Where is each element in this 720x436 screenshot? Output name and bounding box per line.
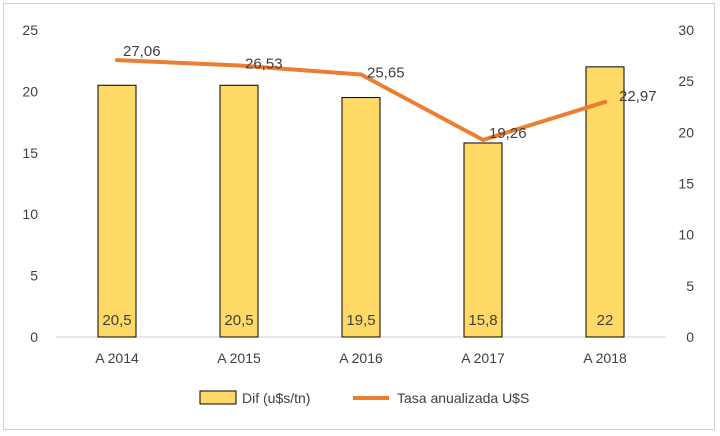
legend-swatch-dif (199, 390, 237, 405)
y-right-tick-label: 30 (678, 22, 694, 38)
chart-frame: 0 5 10 15 20 25 0 5 10 15 20 25 30 A 2014 A 2015 A 2016… (3, 3, 715, 430)
y-right-tick-label: 10 (678, 227, 694, 243)
x-tick-label: A 2017 (461, 350, 505, 366)
bar (585, 66, 625, 338)
legend-label-dif: Dif (u$s/tn) (242, 390, 310, 406)
y-left-tick-label: 15 (22, 145, 38, 161)
y-left-tick-label: 20 (22, 83, 38, 99)
y-left-tick-label: 10 (22, 206, 38, 222)
y-right-tick-label: 15 (678, 176, 694, 192)
y-right-tick-label: 0 (686, 329, 694, 345)
bar (341, 97, 381, 338)
x-tick-label: A 2015 (217, 350, 261, 366)
line-point (359, 72, 363, 77)
x-tick-label: A 2016 (339, 350, 383, 366)
line-point (603, 99, 607, 104)
y-left-tick-label: 5 (30, 268, 38, 284)
line-data-label: 19,26 (489, 125, 527, 142)
line-point (115, 58, 119, 63)
x-tick-label: A 2014 (95, 350, 139, 366)
bar-data-label: 22 (597, 312, 614, 329)
combo-chart: 0 5 10 15 20 25 0 5 10 15 20 25 30 A 2014 A 2015 A 2016… (22, 22, 694, 406)
bar-data-label: 19,5 (346, 312, 375, 329)
line-data-label: 25,65 (367, 65, 405, 82)
legend-label-tasa: Tasa anualizada U$S (397, 390, 529, 406)
bar (463, 142, 503, 338)
axes-layer: 0 5 10 15 20 25 0 5 10 15 20 25 30 A 2014 A 2015 A 2016… (22, 22, 694, 366)
bar (97, 84, 137, 338)
line-data-label: 27,06 (123, 43, 161, 60)
line-data-label: 22,97 (619, 88, 657, 105)
line-data-label: 26,53 (245, 56, 283, 73)
bar-data-label: 15,8 (468, 312, 497, 329)
y-left-tick-label: 0 (30, 329, 38, 345)
bar-data-label: 20,5 (102, 312, 131, 329)
line-point (237, 63, 241, 68)
bar (219, 84, 259, 338)
y-left-tick-label: 25 (22, 22, 38, 38)
bars-layer (97, 66, 625, 338)
y-right-tick-label: 25 (678, 73, 694, 89)
y-right-tick-label: 20 (678, 124, 694, 140)
legend: Dif (u$s/tn) Tasa anualizada U$S (199, 390, 529, 406)
x-tick-label: A 2018 (583, 350, 627, 366)
data-labels-layer: 20,5 20,5 19,5 15,8 22 27,06 26,53 25,65 19,26 22… (102, 43, 656, 329)
bar-data-label: 20,5 (224, 312, 253, 329)
y-right-tick-label: 5 (686, 278, 694, 294)
line-point (481, 137, 485, 142)
line-layer (115, 58, 607, 142)
